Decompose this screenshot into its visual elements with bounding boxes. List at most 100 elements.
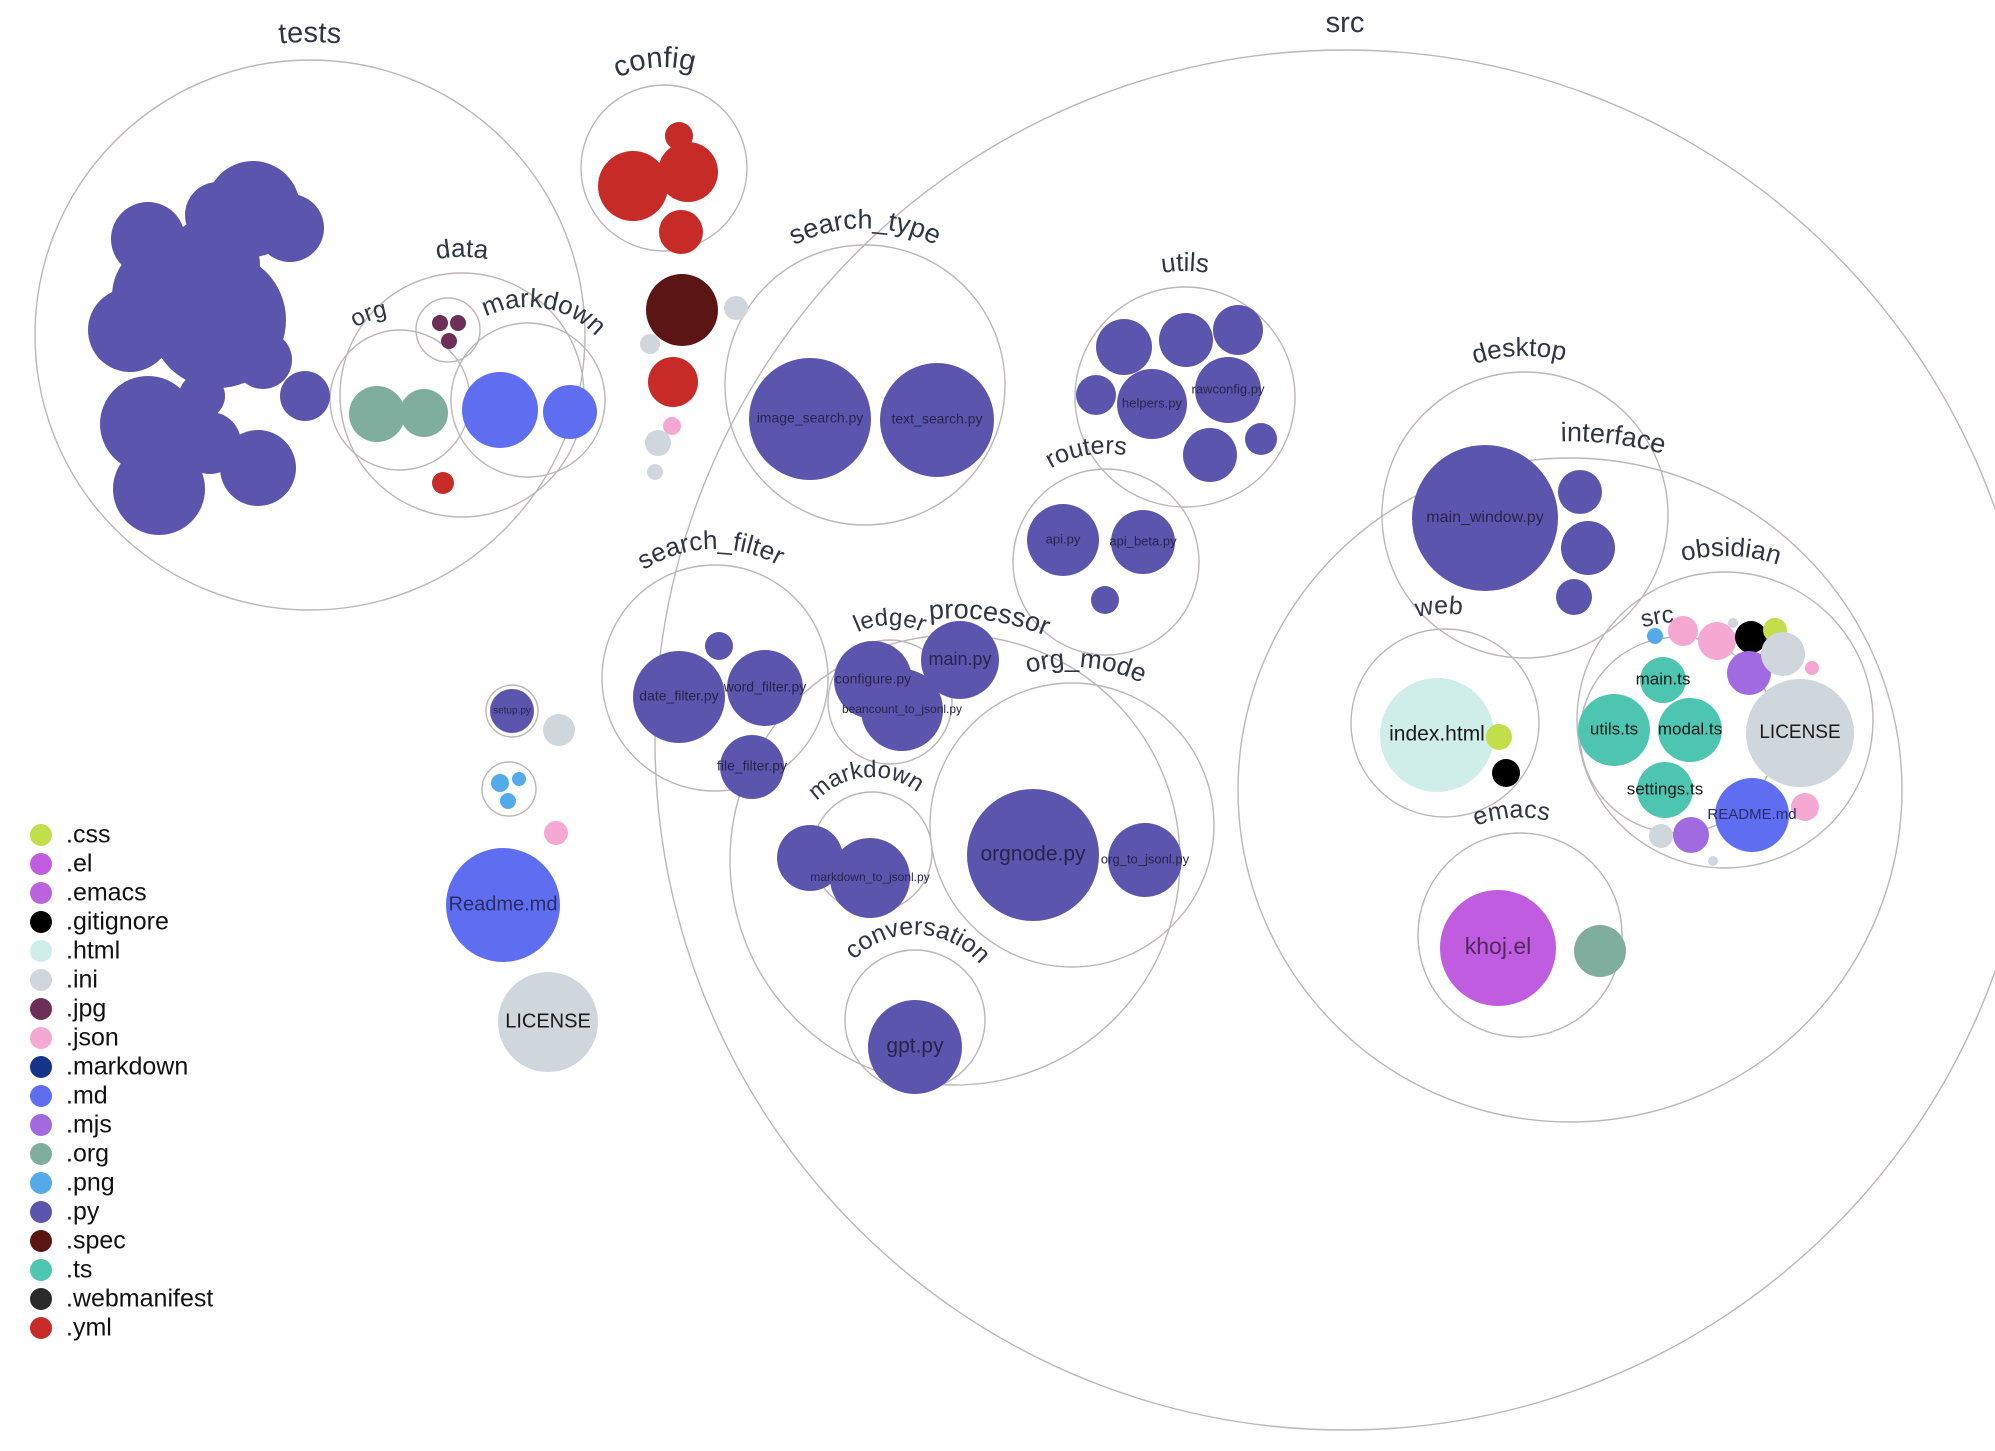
file-circle-png[interactable] bbox=[1647, 628, 1663, 644]
file-circle-ini[interactable] bbox=[645, 430, 671, 456]
file-circle-py[interactable] bbox=[1558, 470, 1602, 514]
file-circle-api_beta.py[interactable] bbox=[1111, 510, 1175, 574]
legend-swatch-org[interactable] bbox=[30, 1143, 52, 1165]
file-circle-ini[interactable] bbox=[1649, 824, 1673, 848]
file-circle-index.html[interactable] bbox=[1380, 678, 1494, 792]
file-circle-css[interactable] bbox=[1486, 724, 1512, 750]
file-circle-py[interactable] bbox=[220, 430, 296, 506]
file-circle-yml[interactable] bbox=[598, 151, 668, 221]
file-circle-LICENSE[interactable] bbox=[1746, 679, 1854, 787]
file-circle-py[interactable] bbox=[1076, 375, 1116, 415]
file-circle-markdown_to_jsonl.py[interactable] bbox=[830, 838, 910, 918]
legend-swatch-html[interactable] bbox=[30, 940, 52, 962]
legend-swatch-jpg[interactable] bbox=[30, 998, 52, 1020]
file-circle-json[interactable] bbox=[544, 821, 568, 845]
file-circle-py[interactable] bbox=[183, 325, 225, 367]
group-ring-interface[interactable] bbox=[1237, 457, 1903, 1123]
file-circle-py[interactable] bbox=[1561, 521, 1615, 575]
file-circle-py[interactable] bbox=[1245, 423, 1277, 455]
file-circle-org[interactable] bbox=[1574, 925, 1626, 977]
file-circle-json[interactable] bbox=[1668, 616, 1698, 646]
legend-swatch-el[interactable] bbox=[30, 853, 52, 875]
file-circle-py[interactable] bbox=[1096, 319, 1152, 375]
group-ring-search_filter[interactable] bbox=[601, 564, 829, 792]
legend-swatch-png[interactable] bbox=[30, 1172, 52, 1194]
file-circle-ini[interactable] bbox=[1708, 856, 1718, 866]
file-circle-orgnode.py[interactable] bbox=[967, 789, 1099, 921]
file-circle-setup.py[interactable] bbox=[490, 689, 534, 733]
legend-swatch-css[interactable] bbox=[30, 824, 52, 846]
file-circle-gitignore[interactable] bbox=[1492, 759, 1520, 787]
file-circle-ini[interactable] bbox=[724, 296, 748, 320]
file-circle-rawconfig.py[interactable] bbox=[1195, 357, 1261, 423]
file-circle-md[interactable] bbox=[462, 372, 538, 448]
legend-swatch-gitignore[interactable] bbox=[30, 911, 52, 933]
file-circle-yml[interactable] bbox=[648, 357, 698, 407]
legend-swatch-md[interactable] bbox=[30, 1085, 52, 1107]
file-circle-LICENSE[interactable] bbox=[498, 972, 598, 1072]
file-circle-json[interactable] bbox=[663, 417, 681, 435]
file-circle-py[interactable] bbox=[256, 194, 324, 262]
group-ring-desktop[interactable] bbox=[1381, 371, 1669, 659]
file-circle-modal.ts[interactable] bbox=[1658, 698, 1722, 762]
group-ring-ledger[interactable] bbox=[827, 639, 953, 765]
file-circle-png[interactable] bbox=[491, 774, 509, 792]
file-circle-ini[interactable] bbox=[543, 714, 575, 746]
group-ring-obsidian[interactable] bbox=[1576, 571, 1874, 869]
file-circle-py[interactable] bbox=[777, 825, 843, 891]
file-circle-md[interactable] bbox=[543, 385, 597, 439]
file-circle-api.py[interactable] bbox=[1027, 504, 1099, 576]
file-circle-khoj.el[interactable] bbox=[1440, 890, 1556, 1006]
file-circle-helpers.py[interactable] bbox=[1117, 369, 1187, 439]
file-circle-yml[interactable] bbox=[658, 142, 718, 202]
file-circle-py[interactable] bbox=[280, 371, 330, 421]
file-circle-jpg[interactable] bbox=[432, 315, 448, 331]
group-ring-markdown[interactable] bbox=[450, 322, 606, 478]
file-circle-yml[interactable] bbox=[665, 122, 693, 150]
legend-swatch-ini[interactable] bbox=[30, 969, 52, 991]
file-circle-py[interactable] bbox=[1213, 305, 1263, 355]
legend-swatch-markdown[interactable] bbox=[30, 1056, 52, 1078]
file-circle-png[interactable] bbox=[500, 793, 516, 809]
file-circle-py[interactable] bbox=[1159, 313, 1213, 367]
legend-swatch-mjs[interactable] bbox=[30, 1114, 52, 1136]
file-circle-main.ts[interactable] bbox=[1640, 657, 1686, 703]
file-circle-yml[interactable] bbox=[659, 210, 703, 254]
file-circle-org[interactable] bbox=[349, 386, 405, 442]
file-circle-org[interactable] bbox=[400, 389, 448, 437]
file-circle-py[interactable] bbox=[234, 331, 292, 389]
file-circle-word_filter.py[interactable] bbox=[727, 650, 803, 726]
file-circle-jpg[interactable] bbox=[450, 315, 466, 331]
file-circle-py[interactable] bbox=[1556, 579, 1592, 615]
legend-swatch-py[interactable] bbox=[30, 1201, 52, 1223]
file-circle-py[interactable] bbox=[1183, 428, 1237, 482]
legend-swatch-ts[interactable] bbox=[30, 1259, 52, 1281]
file-circle-png[interactable] bbox=[512, 772, 526, 786]
group-ring-src[interactable] bbox=[654, 49, 1995, 1431]
file-circle-main.py[interactable] bbox=[921, 621, 999, 699]
file-circle-README.md[interactable] bbox=[1715, 778, 1789, 852]
file-circle-image_search.py[interactable] bbox=[749, 358, 871, 480]
file-circle-gpt.py[interactable] bbox=[868, 1000, 962, 1094]
file-circle-py[interactable] bbox=[179, 373, 225, 419]
group-ring-org_mode[interactable] bbox=[929, 682, 1215, 968]
group-ring-routers[interactable] bbox=[1012, 468, 1200, 656]
file-circle-jpg[interactable] bbox=[441, 333, 457, 349]
group-ring-web[interactable] bbox=[1350, 628, 1540, 818]
file-circle-text_search.py[interactable] bbox=[880, 363, 994, 477]
legend-swatch-emacs[interactable] bbox=[30, 882, 52, 904]
file-circle-ini[interactable] bbox=[1728, 618, 1738, 628]
group-ring-tests[interactable] bbox=[34, 59, 586, 611]
file-circle-ini[interactable] bbox=[640, 334, 660, 354]
file-circle-json[interactable] bbox=[1791, 793, 1819, 821]
group-ring-config[interactable] bbox=[580, 84, 748, 252]
file-circle-py[interactable] bbox=[705, 632, 733, 660]
file-circle-date_filter.py[interactable] bbox=[633, 651, 725, 743]
file-circle-json[interactable] bbox=[1805, 661, 1819, 675]
legend-swatch-webmanifest[interactable] bbox=[30, 1288, 52, 1310]
file-circle-ini[interactable] bbox=[647, 464, 663, 480]
file-circle-Readme.md[interactable] bbox=[446, 848, 560, 962]
group-ring-jpgset[interactable] bbox=[415, 297, 481, 363]
group-ring-utils[interactable] bbox=[1074, 286, 1296, 508]
file-circle-yml[interactable] bbox=[432, 472, 454, 494]
